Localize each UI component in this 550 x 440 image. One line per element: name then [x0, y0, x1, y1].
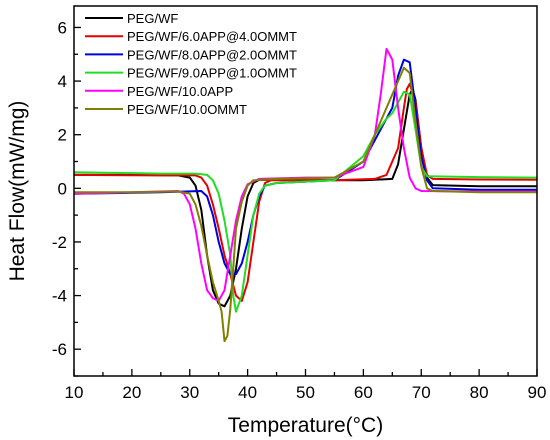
y-tick-label: -6	[52, 340, 67, 359]
x-tick-label: 70	[412, 383, 431, 402]
x-tick-label: 80	[470, 383, 489, 402]
x-tick-label: 20	[122, 383, 141, 402]
x-tick-label: 60	[354, 383, 373, 402]
legend-label-1: PEG/WF	[127, 11, 178, 26]
x-tick-label: 40	[238, 383, 257, 402]
y-axis-title: Heat Flow(mW/mg)	[6, 101, 29, 282]
legend-label-3: PEG/WF/8.0APP@2.0OMMT	[127, 47, 297, 62]
x-tick-label: 30	[180, 383, 199, 402]
series-layer	[73, 47, 538, 343]
ticks-layer: 10 20 30 40 50 60 70 80 90 -6 -4 -2 0 2 4 6	[52, 18, 547, 402]
legend-label-2: PEG/WF/6.0APP@4.0OMMT	[127, 29, 297, 44]
legend-label-4: PEG/WF/9.0APP@1.0OMMT	[127, 66, 297, 81]
x-axis-title: Temperature(°C)	[228, 414, 383, 437]
legend-label-5: PEG/WF/10.0APP	[127, 84, 233, 99]
y-tick-label: 4	[58, 72, 67, 91]
y-tick-label: 6	[58, 18, 67, 37]
series-line-4	[73, 90, 538, 313]
x-tick-label: 90	[528, 383, 547, 402]
x-tick-label: 50	[296, 383, 315, 402]
series-line-1	[74, 88, 537, 308]
series-line-6	[74, 66, 537, 343]
y-tick-label: 2	[58, 126, 67, 145]
y-tick-label: -2	[52, 233, 67, 252]
y-tick-label: 0	[58, 179, 67, 198]
x-tick-label: 10	[65, 383, 84, 402]
legend: PEG/WF PEG/WF/6.0APP@4.0OMMT PEG/WF/8.0APP…	[85, 11, 297, 117]
legend-label-6: PEG/WF/10.0OMMT	[127, 102, 247, 117]
y-tick-label: -4	[52, 287, 67, 306]
